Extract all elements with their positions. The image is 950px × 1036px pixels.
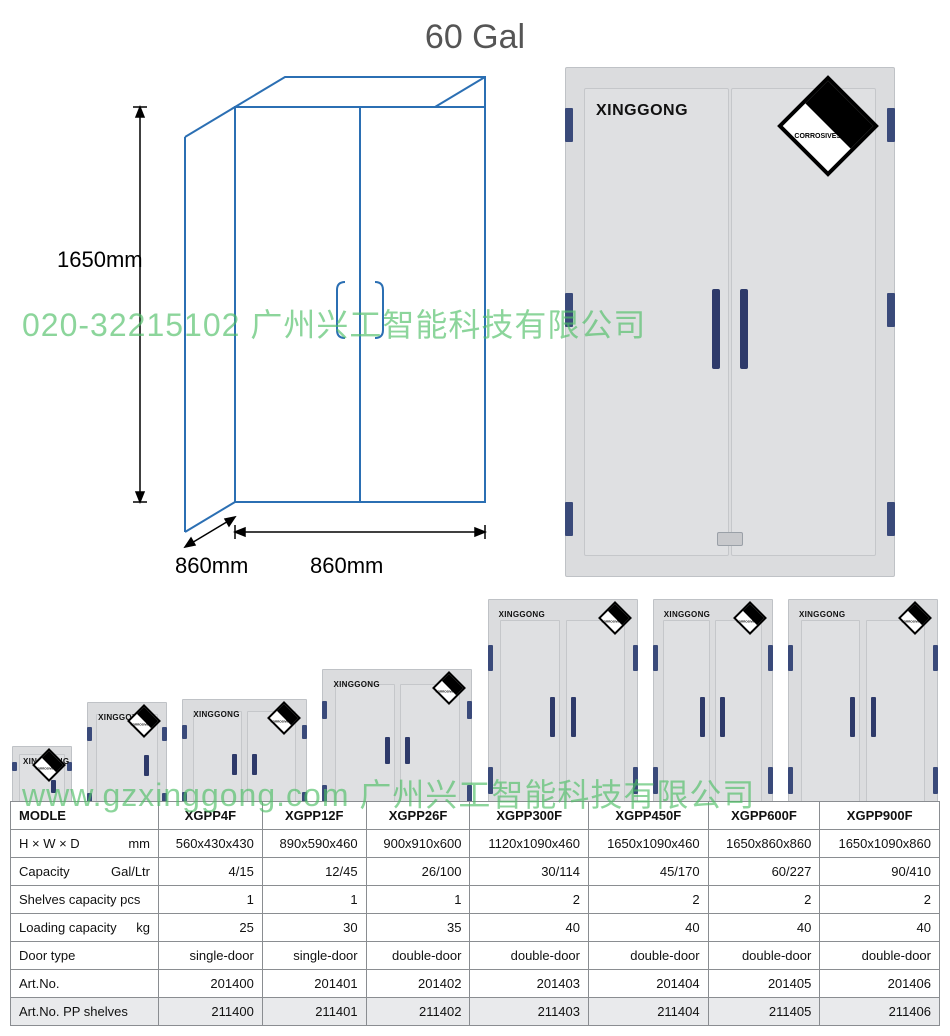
spec-cell: 26/100 (366, 858, 470, 886)
product-lineup: XINGGONG CORROSIVES XINGGONG CORROSIVES XIN… (0, 597, 950, 832)
spec-table: MODLEXGPP4FXGPP12FXGPP26FXGPP300FXGPP450… (10, 801, 940, 1026)
spec-cell: 560x430x430 (159, 830, 263, 858)
spec-cell: 2 (589, 886, 709, 914)
spec-cell: 1650x1090x860 (820, 830, 940, 858)
spec-cell: 40 (470, 914, 589, 942)
spec-cell: 201406 (820, 970, 940, 998)
spec-cell: 211402 (366, 998, 470, 1026)
brand-label: XINGGONG (333, 680, 379, 689)
col-header: XGPP300F (470, 802, 589, 830)
spec-cell: 211400 (159, 998, 263, 1026)
spec-cell: 900x910x600 (366, 830, 470, 858)
spec-cell: 1 (159, 886, 263, 914)
door-handle (740, 289, 748, 369)
spec-cell: 201404 (589, 970, 709, 998)
dimension-width: 860mm (310, 553, 383, 579)
spec-cell: 1 (262, 886, 366, 914)
col-header: XGPP450F (589, 802, 709, 830)
spec-cell: 30 (262, 914, 366, 942)
spec-cell: 90/410 (820, 858, 940, 886)
col-header: XGPP12F (262, 802, 366, 830)
row-header: Art.No. (11, 970, 159, 998)
spec-cell: 1650x860x860 (708, 830, 820, 858)
col-header: XGPP600F (708, 802, 820, 830)
technical-drawing: 1650mm 860mm 860mm (55, 67, 515, 577)
spec-cell: 211404 (589, 998, 709, 1026)
page-title: 60 Gal (0, 0, 950, 67)
spec-cell: 211401 (262, 998, 366, 1026)
corrosive-hazard-icon: CORROSIVES (792, 90, 864, 162)
brand-label: XINGGONG (799, 610, 845, 619)
spec-cell: 45/170 (589, 858, 709, 886)
spec-cell: 40 (820, 914, 940, 942)
lock-icon (717, 532, 743, 546)
spec-cell: 1120x1090x460 (470, 830, 589, 858)
row-header: CapacityGal/Ltr (11, 858, 159, 886)
spec-cell: 2 (470, 886, 589, 914)
spec-cell: double-door (366, 942, 470, 970)
spec-cell: 35 (366, 914, 470, 942)
spec-cell: 211405 (708, 998, 820, 1026)
spec-cell: 12/45 (262, 858, 366, 886)
spec-cell: double-door (820, 942, 940, 970)
spec-cell: 40 (708, 914, 820, 942)
spec-cell: 2 (708, 886, 820, 914)
row-header: Door type (11, 942, 159, 970)
brand-label: XINGGONG (664, 610, 710, 619)
corrosive-hazard-icon: CORROSIVES (272, 706, 296, 730)
brand-label: XINGGONG (596, 102, 688, 120)
spec-cell: 201405 (708, 970, 820, 998)
corrosive-hazard-icon: CORROSIVES (37, 753, 61, 777)
col-header: XGPP900F (820, 802, 940, 830)
corrosive-hazard-icon: CORROSIVES (437, 676, 461, 700)
spec-cell: 25 (159, 914, 263, 942)
lineup-cabinet: XINGGONG CORROSIVES (653, 599, 773, 824)
spec-cell: 890x590x460 (262, 830, 366, 858)
brand-label: XINGGONG (499, 610, 545, 619)
col-header: XGPP26F (366, 802, 470, 830)
spec-cell: 201400 (159, 970, 263, 998)
spec-cell: 1 (366, 886, 470, 914)
spec-cell: 2 (820, 886, 940, 914)
corrosive-hazard-icon: CORROSIVES (603, 606, 627, 630)
spec-cell: 201401 (262, 970, 366, 998)
spec-cell: 4/15 (159, 858, 263, 886)
spec-cell: single-door (159, 942, 263, 970)
door-handle (712, 289, 720, 369)
cabinet-photo: XINGGONG CORROSIVES (565, 67, 895, 577)
row-header: Art.No. PP shelves (11, 998, 159, 1026)
spec-cell: 201402 (366, 970, 470, 998)
spec-cell: 211403 (470, 998, 589, 1026)
col-header: XGPP4F (159, 802, 263, 830)
row-header: H × W × Dmm (11, 830, 159, 858)
lineup-cabinet: XINGGONG CORROSIVES (788, 599, 938, 824)
corrosive-hazard-icon: CORROSIVES (903, 606, 927, 630)
dimension-height: 1650mm (57, 247, 143, 273)
spec-cell: 211406 (820, 998, 940, 1026)
spec-cell: single-door (262, 942, 366, 970)
spec-cell: 30/114 (470, 858, 589, 886)
main-area: 1650mm 860mm 860mm XINGGONG CORROSIVES (0, 67, 950, 597)
brand-label: XINGGONG (193, 710, 239, 719)
row-header: Loading capacitykg (11, 914, 159, 942)
spec-cell: double-door (589, 942, 709, 970)
row-header: Shelves capacity pcs (11, 886, 159, 914)
dimension-depth: 860mm (175, 553, 248, 579)
spec-cell: 201403 (470, 970, 589, 998)
col-header-model: MODLE (11, 802, 159, 830)
corrosive-hazard-icon: CORROSIVES (132, 709, 156, 733)
spec-cell: 1650x1090x460 (589, 830, 709, 858)
lineup-cabinet: XINGGONG CORROSIVES (488, 599, 638, 824)
spec-cell: 40 (589, 914, 709, 942)
spec-cell: double-door (470, 942, 589, 970)
spec-cell: double-door (708, 942, 820, 970)
spec-cell: 60/227 (708, 858, 820, 886)
corrosive-hazard-icon: CORROSIVES (738, 606, 762, 630)
